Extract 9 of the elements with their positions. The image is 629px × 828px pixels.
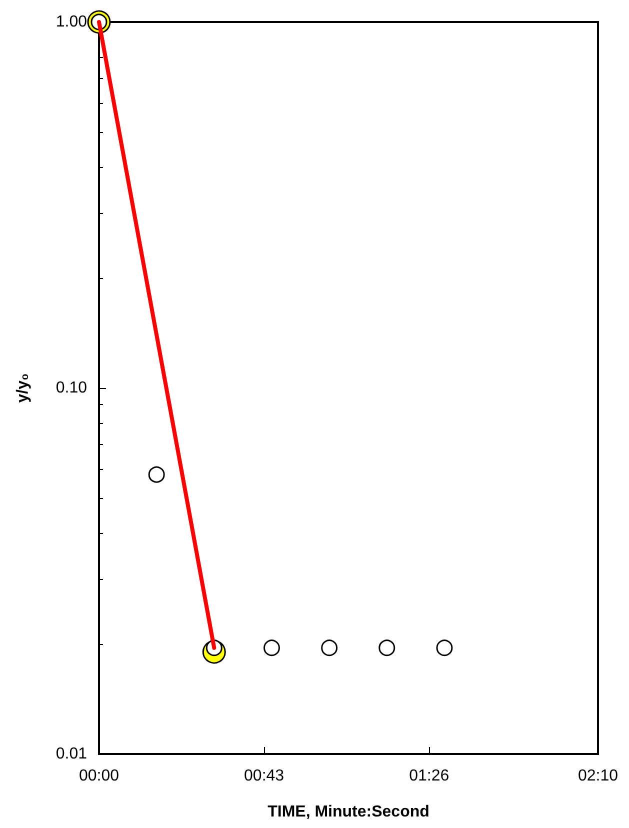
x-tick-label: 01:26: [409, 768, 450, 784]
y-tick-label: 0.01: [56, 746, 88, 762]
y-tick-label: 1.00: [56, 14, 88, 30]
x-tick-label: 02:10: [578, 768, 618, 784]
x-tick-label: 00:43: [244, 768, 284, 784]
y-axis-title: y/y₀: [14, 373, 32, 403]
y-tick-label: 0.10: [56, 380, 88, 396]
x-axis-title: TIME, Minute:Second: [268, 804, 430, 820]
x-tick-label: 00:00: [78, 768, 120, 784]
